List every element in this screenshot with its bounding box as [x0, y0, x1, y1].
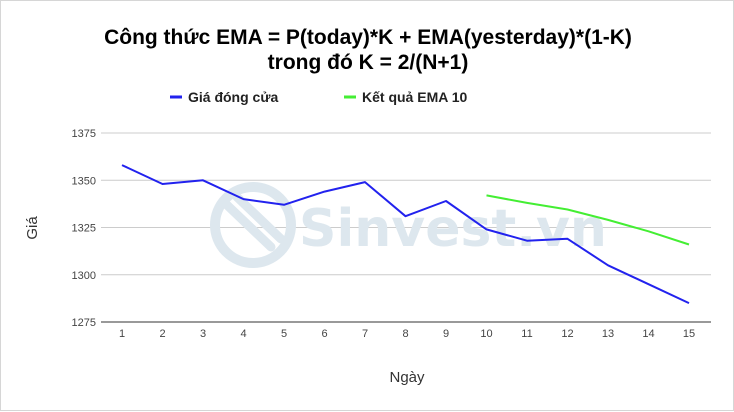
- x-tick-label: 15: [683, 328, 695, 340]
- x-tick-label: 3: [200, 328, 206, 340]
- watermark-text: Sinvest.vn: [299, 199, 607, 259]
- x-tick-label: 7: [362, 328, 368, 340]
- y-tick-label: 1350: [72, 175, 96, 187]
- x-tick-label: 6: [321, 328, 327, 340]
- x-tick-label: 10: [480, 328, 492, 340]
- series-line-ket-qua-ema-10: [486, 194, 690, 246]
- y-axis-ticks: 1275 1300 1325 1350 1375: [72, 128, 96, 329]
- x-tick-label: 13: [602, 328, 614, 340]
- x-tick-label: 11: [521, 328, 532, 340]
- y-tick-label: 1300: [72, 270, 96, 282]
- x-tick-label: 8: [402, 328, 408, 340]
- legend-label-ket-qua-ema-10: Kết quả EMA 10: [362, 89, 467, 105]
- series-line-gia-dong-cua: [121, 164, 690, 305]
- x-tick-label: 5: [281, 328, 287, 340]
- x-tick-label: 12: [561, 328, 573, 340]
- chart-title-line-2: trong đó K = 2/(N+1): [268, 51, 469, 74]
- series-lines: [121, 164, 690, 305]
- watermark: Sinvest.vn: [210, 182, 607, 268]
- legend: Giá đóng cửa Kết quả EMA 10: [170, 89, 467, 105]
- x-axis-title: Ngày: [389, 369, 425, 386]
- y-tick-label: 1325: [72, 223, 96, 235]
- y-tick-label: 1375: [72, 128, 96, 140]
- chart-title-line-1: Công thức EMA = P(today)*K + EMA(yesterd…: [104, 26, 632, 49]
- sinvest-logo-icon: [210, 182, 296, 268]
- x-tick-label: 14: [642, 328, 654, 340]
- x-tick-label: 2: [159, 328, 165, 340]
- x-tick-label: 4: [240, 328, 246, 340]
- x-tick-label: 9: [443, 328, 449, 340]
- legend-label-gia-dong-cua: Giá đóng cửa: [188, 89, 278, 105]
- x-axis-ticks: 1 2 3 4 5 6 7 8 9 10 11 12 13 14 15: [119, 328, 695, 340]
- y-tick-label: 1275: [72, 317, 96, 329]
- y-axis-title: Giá: [24, 216, 41, 240]
- x-tick-label: 1: [119, 328, 125, 340]
